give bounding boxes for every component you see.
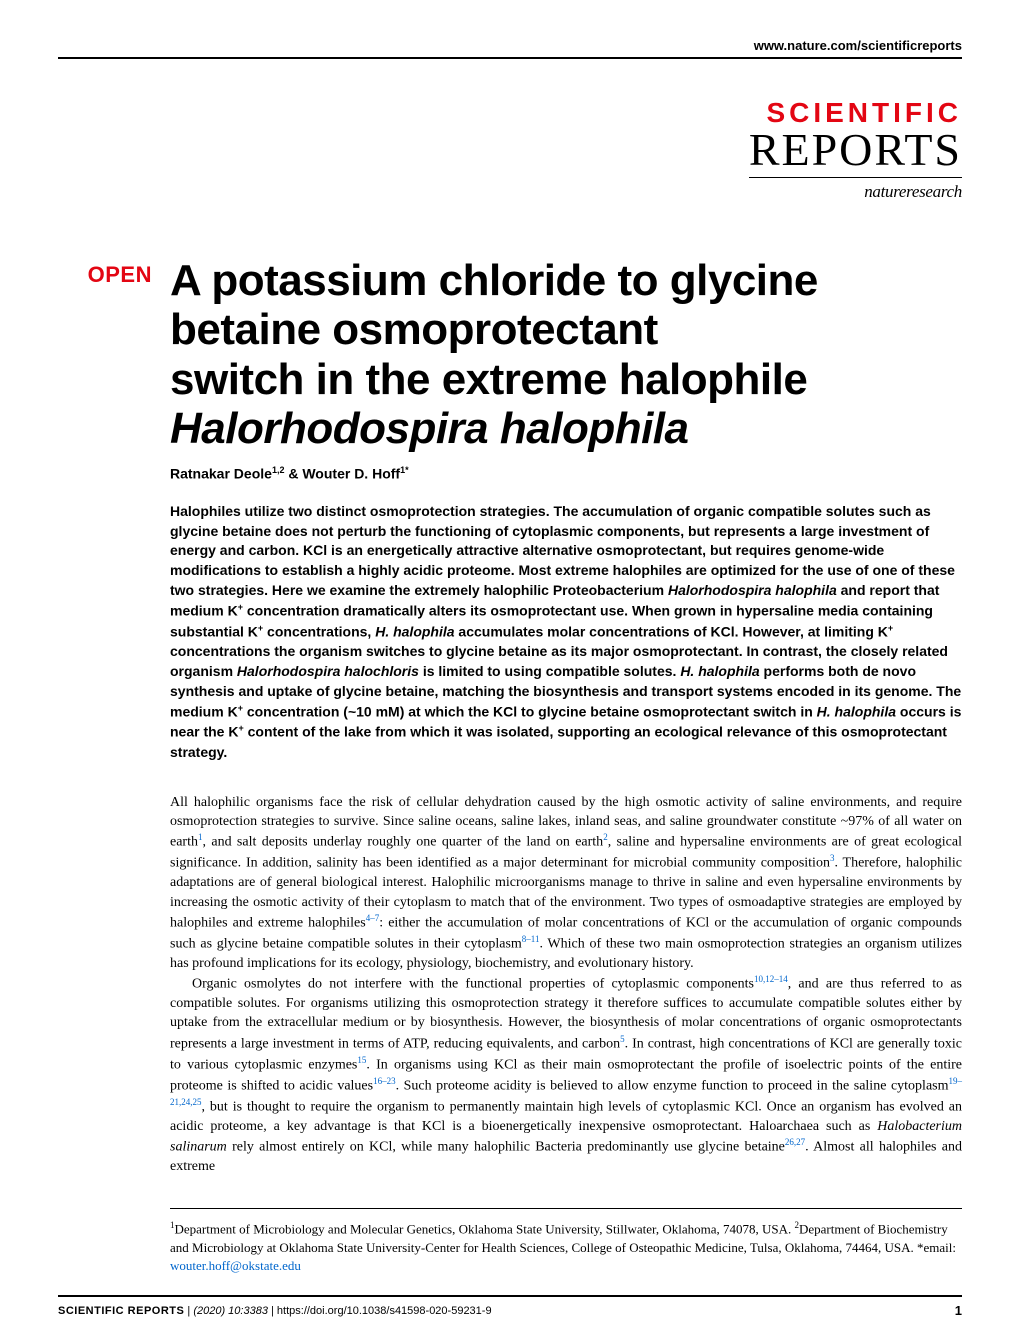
footer-sep: |: [184, 1305, 193, 1317]
open-access-label: OPEN: [58, 262, 152, 288]
footer-volume: (2020) 10:3383: [193, 1305, 271, 1317]
citation-ref[interactable]: 16–23: [373, 1076, 396, 1086]
abstract-species-5: H. halophila: [817, 703, 896, 719]
corresponding-email[interactable]: wouter.hoff@okstate.edu: [170, 1258, 301, 1273]
footer-journal: SCIENTIFIC REPORTS: [58, 1305, 184, 1317]
header-url: www.nature.com/scientificreports: [58, 38, 962, 59]
body-text-span: . Such proteome acidity is believed to a…: [396, 1078, 949, 1093]
aff-1-text: Department of Microbiology and Molecular…: [175, 1222, 795, 1237]
citation-ref[interactable]: 4–7: [366, 913, 380, 923]
footer: SCIENTIFIC REPORTS | (2020) 10:3383 | ht…: [58, 1295, 962, 1318]
article-title: A potassium chloride to glycine betaine …: [170, 256, 962, 453]
abstract-text: is limited to using compatible solutes.: [419, 663, 680, 679]
abstract-species-2: H. halophila: [375, 623, 454, 639]
body-text-span: , and salt deposits underlay roughly one…: [202, 835, 603, 850]
author-separator: & Wouter D. Hoff: [284, 466, 400, 482]
title-line4-species: Halorhodospira halophila: [170, 404, 689, 453]
page: www.nature.com/scientificreports SCIENTI…: [0, 0, 1020, 1340]
citation-ref[interactable]: 26,27: [785, 1137, 805, 1147]
abstract-text: concentration (~10 mM) at which the KCl …: [243, 703, 817, 719]
author-1: Ratnakar Deole: [170, 466, 272, 482]
title-line2: betaine osmoprotectant: [170, 305, 658, 354]
logo-line2: REPORTS: [749, 127, 962, 178]
author-1-aff: 1,2: [272, 465, 285, 475]
content-wrap: OPEN A potassium chloride to glycine bet…: [58, 256, 962, 1275]
page-number: 1: [955, 1303, 962, 1318]
right-column: A potassium chloride to glycine betaine …: [170, 256, 962, 1275]
body-text: All halophilic organisms face the risk o…: [170, 793, 962, 1177]
logo-line3: natureresearch: [749, 182, 962, 202]
authors: Ratnakar Deole1,2 & Wouter D. Hoff1*: [170, 465, 962, 482]
abstract-species-4: H. halophila: [680, 663, 759, 679]
logo-line1: SCIENTIFIC: [749, 99, 962, 127]
title-line3: switch in the extreme halophile: [170, 355, 807, 404]
body-text-span: , but is thought to require the organism…: [170, 1099, 962, 1133]
body-text-span: rely almost entirely on KCl, while many …: [227, 1140, 785, 1155]
abstract-species-1: Halorhodospira halophila: [668, 582, 837, 598]
title-line1: A potassium chloride to glycine: [170, 256, 818, 305]
author-2-aff: 1*: [400, 465, 409, 475]
affiliations: 1Department of Microbiology and Molecula…: [170, 1208, 962, 1275]
journal-logo: SCIENTIFIC REPORTS natureresearch: [749, 99, 962, 202]
sup-plus: +: [888, 623, 893, 633]
abstract-text: accumulates molar concentrations of KCl.…: [455, 623, 888, 639]
citation-ref[interactable]: 8–11: [522, 934, 540, 944]
footer-doi: | https://doi.org/10.1038/s41598-020-592…: [271, 1305, 492, 1317]
paragraph-1: All halophilic organisms face the risk o…: [170, 793, 962, 973]
body-text-span: Organic osmolytes do not interfere with …: [192, 977, 754, 992]
citation-ref[interactable]: 10,12–14: [754, 974, 788, 984]
abstract-species-3: Halorhodospira halochloris: [237, 663, 419, 679]
footer-citation: SCIENTIFIC REPORTS | (2020) 10:3383 | ht…: [58, 1305, 492, 1317]
abstract-text: concentrations,: [263, 623, 375, 639]
abstract: Halophiles utilize two distinct osmoprot…: [170, 502, 962, 763]
abstract-text: content of the lake from which it was is…: [170, 724, 947, 760]
left-column: OPEN: [58, 256, 152, 1275]
paragraph-2: Organic osmolytes do not interfere with …: [170, 973, 962, 1176]
